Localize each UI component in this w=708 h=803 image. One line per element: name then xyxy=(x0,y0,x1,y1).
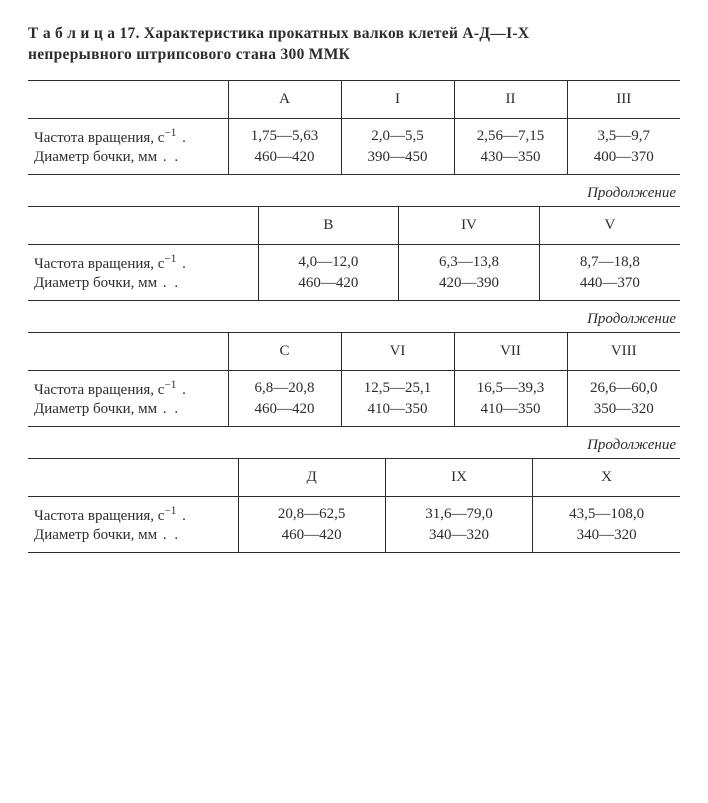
table-2: В IV V Частота вращения, с−1 . 4,0—12,0 … xyxy=(28,206,680,301)
row-label: Частота вращения, с−1 . xyxy=(28,496,238,527)
cell: 440—370 xyxy=(539,275,680,301)
col-head: X xyxy=(533,458,680,496)
cell: 400—370 xyxy=(567,149,680,175)
cell: 340—320 xyxy=(533,527,680,553)
row-label: Диаметр бочки, мм . . xyxy=(28,401,228,427)
cell: 26,6—60,0 xyxy=(567,370,680,401)
cell: 12,5—25,1 xyxy=(341,370,454,401)
stub-head xyxy=(28,332,228,370)
row-label: Частота вращения, с−1 . xyxy=(28,244,258,275)
cell: 2,56—7,15 xyxy=(454,118,567,149)
col-head: I xyxy=(341,80,454,118)
continuation-label: Продолжение xyxy=(28,311,676,328)
col-head: VIII xyxy=(567,332,680,370)
cell: 460—420 xyxy=(238,527,385,553)
cell: 16,5—39,3 xyxy=(454,370,567,401)
col-head: В xyxy=(258,206,399,244)
stub-head xyxy=(28,80,228,118)
table-3: С VI VII VIII Частота вращения, с−1 . 6,… xyxy=(28,332,680,427)
cell: 410—350 xyxy=(454,401,567,427)
col-head: С xyxy=(228,332,341,370)
row-label: Частота вращения, с−1 . xyxy=(28,118,228,149)
cell: 410—350 xyxy=(341,401,454,427)
caption-line2: непрерывного штрипсового стана 300 ММК xyxy=(28,46,350,63)
cell: 20,8—62,5 xyxy=(238,496,385,527)
cell: 31,6—79,0 xyxy=(385,496,532,527)
col-head: IV xyxy=(399,206,540,244)
table-caption: Т а б л и ц а 17. Характеристика прокатн… xyxy=(28,24,680,66)
row-label: Диаметр бочки, мм . . xyxy=(28,527,238,553)
cell: 2,0—5,5 xyxy=(341,118,454,149)
row-label: Диаметр бочки, мм . . xyxy=(28,149,228,175)
cell: 350—320 xyxy=(567,401,680,427)
cell: 460—420 xyxy=(228,149,341,175)
cell: 8,7—18,8 xyxy=(539,244,680,275)
cell: 1,75—5,63 xyxy=(228,118,341,149)
col-head: VII xyxy=(454,332,567,370)
caption-line1: Т а б л и ц а 17. Характеристика прокатн… xyxy=(28,25,529,42)
col-head: VI xyxy=(341,332,454,370)
col-head: IX xyxy=(385,458,532,496)
cell: 420—390 xyxy=(399,275,540,301)
cell: 460—420 xyxy=(258,275,399,301)
table-block-4: Д IX X Частота вращения, с−1 . 20,8—62,5… xyxy=(28,458,680,553)
table-block-2: В IV V Частота вращения, с−1 . 4,0—12,0 … xyxy=(28,206,680,301)
table-4: Д IX X Частота вращения, с−1 . 20,8—62,5… xyxy=(28,458,680,553)
table-block-3: С VI VII VIII Частота вращения, с−1 . 6,… xyxy=(28,332,680,427)
continuation-label: Продолжение xyxy=(28,437,676,454)
stub-head xyxy=(28,206,258,244)
stub-head xyxy=(28,458,238,496)
cell: 3,5—9,7 xyxy=(567,118,680,149)
cell: 390—450 xyxy=(341,149,454,175)
col-head: III xyxy=(567,80,680,118)
table-1: А I II III Частота вращения, с−1 . 1,75—… xyxy=(28,80,680,175)
cell: 6,3—13,8 xyxy=(399,244,540,275)
table-block-1: А I II III Частота вращения, с−1 . 1,75—… xyxy=(28,80,680,175)
cell: 43,5—108,0 xyxy=(533,496,680,527)
row-label: Частота вращения, с−1 . xyxy=(28,370,228,401)
continuation-label: Продолжение xyxy=(28,185,676,202)
col-head: Д xyxy=(238,458,385,496)
cell: 460—420 xyxy=(228,401,341,427)
col-head: II xyxy=(454,80,567,118)
cell: 6,8—20,8 xyxy=(228,370,341,401)
cell: 4,0—12,0 xyxy=(258,244,399,275)
cell: 340—320 xyxy=(385,527,532,553)
col-head: V xyxy=(539,206,680,244)
col-head: А xyxy=(228,80,341,118)
row-label: Диаметр бочки, мм . . xyxy=(28,275,258,301)
cell: 430—350 xyxy=(454,149,567,175)
